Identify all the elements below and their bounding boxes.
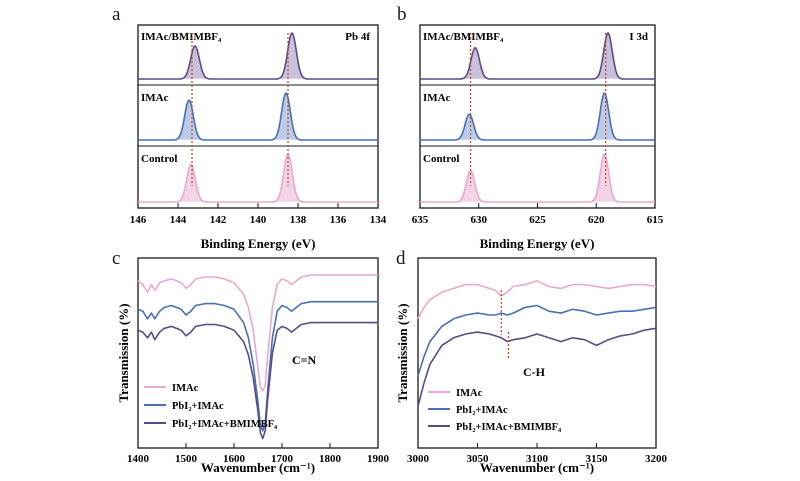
panel-d-legend-label-2: PbI₂+IMAc (456, 405, 508, 416)
panel-c-legend-label-2: PbI₂+IMAc (172, 401, 224, 412)
panel-c-series-2 (137, 300, 378, 432)
panel-b-marker-lines (469, 33, 607, 186)
panel-c-series-3 (137, 321, 378, 440)
panel-b-series-2 (420, 92, 655, 141)
panel-b-title: I 3d (629, 31, 648, 43)
panel-d-tick-label-2: 3050 (467, 453, 490, 465)
panel-letter-c: c (112, 248, 120, 269)
panel-c-tick-label-6: 1900 (367, 453, 390, 465)
panel-a-tick-label-5: 138 (290, 214, 307, 226)
panel-d-series-2 (417, 304, 657, 377)
panel-b-tick-label-2: 630 (471, 214, 488, 226)
panel-b-tick-label-4: 620 (588, 214, 605, 226)
panel-a-curves (138, 31, 378, 203)
panel-d-series-1 (417, 279, 657, 320)
panel-a-tick-label-1: 146 (130, 214, 147, 226)
panel-a-peak-fill-3-1 (177, 164, 205, 202)
panel-a-peak-fill-1-1 (181, 45, 209, 79)
panel-d-tick-label-3: 3100 (526, 453, 549, 465)
panel-a-xlabel: Binding Energy (eV) (201, 236, 316, 251)
panel-b-frame (419, 24, 656, 209)
panel-letter-d: d (396, 248, 406, 269)
panel-a-series-label-3: Control (141, 153, 177, 165)
panel-d-marker-lines (500, 290, 510, 360)
panel-d-tick-label-1: 3000 (407, 453, 430, 465)
panel-a-series-2 (138, 91, 378, 141)
panel-d-legend: IMAc PbI₂+IMAc PbI₂+IMAc+BMIMBF₄ (428, 388, 562, 433)
panel-d-tick-label-4: 3150 (586, 453, 609, 465)
panel-b-tick-label-1: 635 (412, 214, 429, 226)
panel-d-xlabel: Wavenumber (cm⁻¹) (480, 460, 594, 475)
panel-a-tick-label-3: 142 (210, 214, 227, 226)
panel-c-frame (137, 257, 379, 449)
panel-b-xps-i3d: b I 3d IMAc/BMIMBF₄ IMAc Control 635 630 6… (397, 4, 664, 251)
panel-letter-b: b (397, 4, 407, 25)
panel-c-series-1 (137, 274, 378, 392)
panel-c-legend-label-1: IMAc (172, 383, 199, 394)
panel-d-annotation: C-H (523, 365, 546, 379)
panel-c-tick-label-1: 1400 (127, 453, 150, 465)
panel-c-legend-label-3: PbI₂+IMAc+BMIMBF₄ (172, 419, 278, 430)
panel-a-marker-lines (191, 33, 289, 186)
panel-a-xps-pb4f: a Pb 4f IMAc/BMIMBF₄ IMAc Control 146 144… (112, 4, 387, 251)
panel-c-ylabel: Transmission (%) (116, 303, 131, 402)
panel-b-x-ticks: 635 630 625 620 615 (412, 203, 664, 226)
panel-a-x-ticks: 146 144 142 140 138 136 134 (130, 203, 387, 226)
panel-c-legend: IMAc PbI₂+IMAc PbI₂+IMAc+BMIMBF₄ (144, 383, 278, 430)
panel-b-peak-fill-1-1 (461, 47, 489, 79)
panel-d-ylabel: Transmission (%) (395, 303, 410, 402)
panel-b-series-label-2: IMAc (423, 92, 451, 104)
panel-b-xlabel: Binding Energy (eV) (480, 236, 595, 251)
panel-a-series-3 (138, 152, 378, 203)
panel-c-annotation: C=N (292, 353, 317, 367)
panel-a-series-1 (138, 31, 378, 80)
panel-c-tick-label-5: 1800 (319, 453, 342, 465)
panel-d-x-ticks: 3000 3050 3100 3150 3200 (407, 443, 668, 465)
panel-d-legend-label-3: PbI₂+IMAc+BMIMBF₄ (456, 422, 562, 433)
panel-d-legend-label-1: IMAc (456, 388, 483, 399)
panel-c-xlabel: Wavenumber (cm⁻¹) (201, 460, 315, 475)
panel-d-curves (417, 279, 657, 407)
panel-b-tick-label-5: 615 (647, 214, 664, 226)
panel-a-tick-label-6: 136 (330, 214, 347, 226)
panel-d-tick-label-5: 3200 (645, 453, 668, 465)
panel-letter-a: a (112, 4, 121, 25)
panel-b-tick-label-3: 625 (529, 214, 546, 226)
panel-a-tick-label-4: 140 (250, 214, 267, 226)
panel-a-peak-fill-2-1 (175, 100, 203, 140)
panel-c-x-ticks: 1400 1500 1600 1700 1800 1900 (127, 443, 390, 465)
panel-b-curves (420, 31, 655, 203)
panel-a-peak-fill-2-2 (272, 93, 300, 140)
panel-c-curves (137, 274, 378, 440)
panel-a-peak-fill-1-2 (278, 33, 306, 79)
panel-a-series-label-2: IMAc (141, 92, 169, 104)
panel-a-tick-label-2: 144 (170, 214, 187, 226)
panel-c-tick-label-3: 1600 (223, 453, 246, 465)
panel-b-peak-fill-2-1 (455, 114, 483, 140)
panel-b-series-3 (420, 153, 655, 203)
panel-a-series-label-1: IMAc/BMIMBF₄ (141, 31, 222, 43)
panel-d-ftir-ch: d Transmission (%) 3000 3050 3100 3150 3200 … (395, 248, 668, 475)
panel-b-series-label-3: Control (423, 153, 459, 165)
panel-b-series-1 (420, 31, 655, 80)
panel-a-frame (137, 24, 379, 209)
panel-c-tick-label-2: 1500 (175, 453, 198, 465)
panel-b-peak-fill-3-2 (590, 154, 618, 202)
panel-c-tick-label-4: 1700 (271, 453, 294, 465)
panel-a-title: Pb 4f (345, 31, 370, 43)
panel-d-series-3 (417, 327, 657, 407)
panel-b-peak-fill-1-2 (594, 33, 622, 79)
panel-b-series-label-1: IMAc/BMIMBF₄ (423, 31, 504, 43)
panel-b-peak-fill-2-2 (590, 93, 618, 140)
panel-a-tick-label-7: 134 (370, 214, 387, 226)
panel-c-ftir-cn: c Transmission (%) 1400 1500 1600 1700 1800 1… (112, 248, 390, 475)
panel-b-peak-fill-3-1 (457, 170, 485, 202)
